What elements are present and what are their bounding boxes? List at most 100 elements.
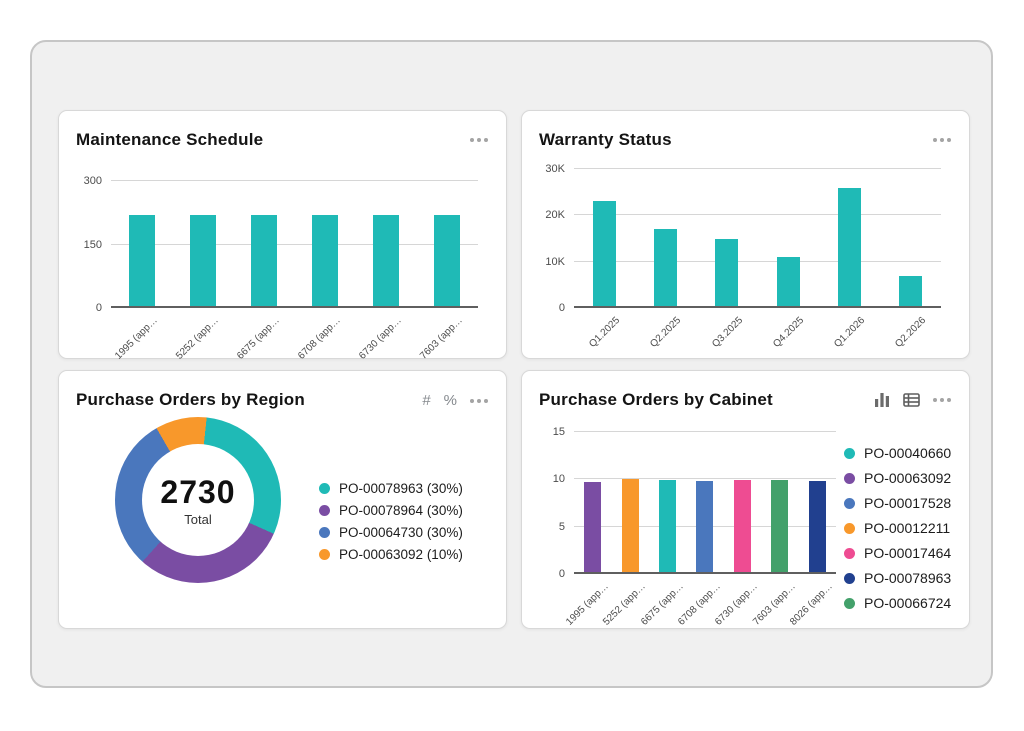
donut-chart[interactable]: 2730 Total xyxy=(115,417,281,583)
bar[interactable] xyxy=(696,480,714,574)
legend-item[interactable]: PO-00066724 xyxy=(844,595,951,611)
legend-label: PO-00064730 (30%) xyxy=(339,525,463,540)
y-axis-tick-label: 30K xyxy=(545,163,565,175)
donut-total-label: Total xyxy=(184,511,212,527)
legend-label: PO-00066724 xyxy=(864,595,952,611)
legend-item[interactable]: PO-00063092 xyxy=(844,470,951,486)
bar[interactable] xyxy=(837,187,861,308)
gridline xyxy=(574,431,836,432)
legend-item[interactable]: PO-00017464 xyxy=(844,545,951,561)
card-title: Purchase Orders by Region xyxy=(76,390,305,409)
bar[interactable] xyxy=(898,275,922,308)
legend-item[interactable]: PO-00078963 xyxy=(844,570,951,586)
legend-color-dot xyxy=(319,505,330,516)
gridline xyxy=(574,214,941,216)
card-purchase-orders-by-cabinet: Purchase Orders by Cabinet 0 5 10 15 1995 (a… xyxy=(521,370,970,629)
legend-item[interactable]: PO-00078963 (30%) xyxy=(319,481,463,496)
y-axis-tick-label: 20K xyxy=(545,209,565,222)
card-warranty-status: Warranty Status 0 10K 20K 30K Q1.2025 Q2.2025… xyxy=(521,110,970,359)
cabinet-legend: PO-00040660 PO-00063092 PO-00017528 PO-0001… xyxy=(844,445,951,620)
x-axis-label: 6708 (app… xyxy=(296,315,343,362)
more-options-icon[interactable] xyxy=(933,133,951,147)
y-axis-tick-label: 15 xyxy=(552,426,565,438)
bar[interactable] xyxy=(715,238,739,308)
bar[interactable] xyxy=(659,480,677,574)
bar[interactable] xyxy=(593,201,617,308)
x-axis-label: Q3.2025 xyxy=(709,315,745,350)
legend-label: PO-00078964 (30%) xyxy=(339,503,463,518)
x-axis-label: 6675 (app… xyxy=(235,315,282,362)
card-header: Purchase Orders by Cabinet xyxy=(522,371,969,410)
legend-item[interactable]: PO-00040660 xyxy=(844,445,951,461)
bar[interactable] xyxy=(584,482,602,574)
y-axis-tick-label: 300 xyxy=(83,175,102,187)
legend-color-dot xyxy=(844,497,855,509)
legend-color-dot xyxy=(844,597,855,609)
bar[interactable] xyxy=(373,214,400,308)
legend-color-dot xyxy=(319,549,330,560)
gridline xyxy=(574,168,941,169)
bar[interactable] xyxy=(434,214,461,308)
legend-label: PO-00017464 xyxy=(864,545,952,561)
table-view-icon[interactable] xyxy=(903,393,920,407)
bar[interactable] xyxy=(312,214,339,308)
card-header: Purchase Orders by Region # % xyxy=(59,371,506,410)
legend-item[interactable]: PO-00078964 (30%) xyxy=(319,503,463,518)
bar[interactable] xyxy=(771,480,789,574)
bar[interactable] xyxy=(776,257,800,308)
bar[interactable] xyxy=(128,214,155,308)
y-axis-tick-label: 0 xyxy=(558,568,565,580)
legend-item[interactable]: PO-00017528 xyxy=(844,495,951,511)
bar[interactable] xyxy=(250,214,277,308)
x-axis-line xyxy=(574,306,941,308)
legend-item[interactable]: PO-00012211 xyxy=(844,520,951,536)
x-axis-label: 6730 (app… xyxy=(357,315,405,362)
y-axis-tick-label: 0 xyxy=(558,302,565,314)
donut-total-value: 2730 xyxy=(160,473,236,510)
legend-color-dot xyxy=(844,522,855,534)
x-axis-label: Q2.2026 xyxy=(893,315,929,350)
card-actions xyxy=(875,393,951,407)
y-axis-tick-label: 5 xyxy=(558,520,565,533)
warranty-bar-chart: 0 10K 20K 30K Q1.2025 Q2.2025 Q3.2025 Q4.2025 Q1… xyxy=(538,163,941,356)
x-axis-label: 5252 (app… xyxy=(173,315,221,362)
card-header: Maintenance Schedule xyxy=(59,111,506,150)
more-options-icon[interactable] xyxy=(470,394,488,408)
number-toggle-icon[interactable]: # xyxy=(422,392,431,409)
legend-label: PO-00078963 (30%) xyxy=(339,481,463,496)
x-axis-line xyxy=(111,306,478,308)
legend-label: PO-00017528 xyxy=(864,495,952,511)
more-options-icon[interactable] xyxy=(470,133,488,147)
bar[interactable] xyxy=(654,229,678,308)
bar[interactable] xyxy=(621,479,639,574)
card-purchase-orders-by-region: Purchase Orders by Region # % 2730 Total… xyxy=(58,370,507,629)
legend-label: PO-00012211 xyxy=(864,520,951,536)
legend-item[interactable]: PO-00063092 (10%) xyxy=(319,547,463,562)
legend-color-dot xyxy=(319,527,330,538)
x-axis-label: Q1.2025 xyxy=(587,315,623,350)
x-axis-line xyxy=(574,572,836,574)
legend-label: PO-00078963 xyxy=(864,570,952,586)
legend-item[interactable]: PO-00064730 (30%) xyxy=(319,525,463,540)
percent-toggle-icon[interactable]: % xyxy=(443,392,457,409)
x-axis-label: Q1.2026 xyxy=(832,315,868,350)
card-maintenance-schedule: Maintenance Schedule 0 150 300 1995 (app… 52… xyxy=(58,110,507,362)
y-axis-tick-label: 150 xyxy=(83,238,102,251)
dashboard-panel: Maintenance Schedule 0 150 300 1995 (app… 52… xyxy=(30,40,993,688)
gridline xyxy=(574,260,941,262)
bar-chart-view-icon[interactable] xyxy=(875,393,890,407)
bar[interactable] xyxy=(189,214,216,308)
legend-label: PO-00063092 (10%) xyxy=(339,547,463,562)
bar[interactable] xyxy=(808,480,826,574)
x-axis-label: 1995 (app… xyxy=(112,315,160,362)
card-title: Warranty Status xyxy=(539,130,672,149)
legend-label: PO-00040660 xyxy=(864,445,952,461)
maintenance-bar-chart: 0 150 300 1995 (app… 5252 (app… 6675 (app… 670… xyxy=(75,175,478,362)
x-axis-label: 7603 (app… xyxy=(418,315,466,362)
y-axis-tick-label: 10K xyxy=(545,255,565,268)
legend-color-dot xyxy=(844,572,855,584)
gridline xyxy=(111,243,478,245)
card-title: Maintenance Schedule xyxy=(76,130,264,149)
more-options-icon[interactable] xyxy=(933,393,951,407)
bar[interactable] xyxy=(733,480,751,574)
